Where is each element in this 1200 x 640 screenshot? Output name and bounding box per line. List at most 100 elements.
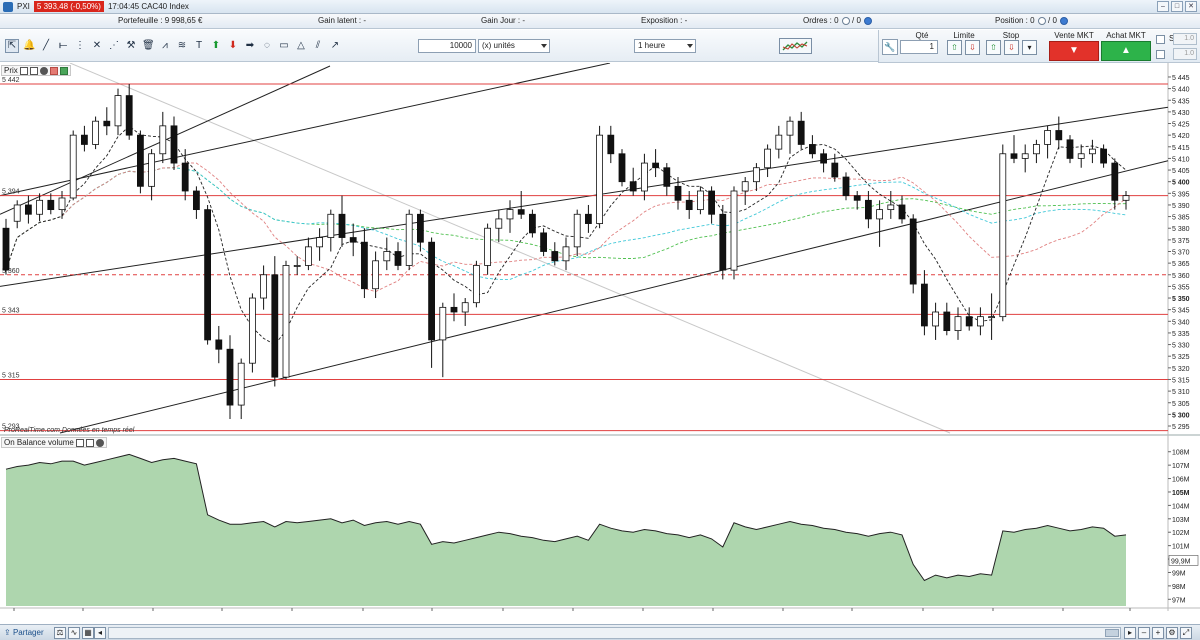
panel-up-icon[interactable]	[59, 66, 68, 75]
candle-down	[809, 144, 816, 155]
level-label: 5 315	[2, 372, 20, 379]
obv-settings-icon[interactable]	[75, 438, 84, 447]
time-instrument-label: 17:04:45 CAC40 Index	[107, 2, 189, 11]
portfolio-summary-bar: Portefeuille : 9 998,65 € Gain latent : …	[0, 14, 1200, 29]
candle-down	[204, 209, 212, 341]
channel-icon[interactable]: ⫽	[315, 40, 321, 51]
zigzag-icon[interactable]: ⩘	[162, 40, 168, 51]
wave-icon[interactable]: ≋	[177, 40, 187, 51]
obv-maximize-icon[interactable]	[85, 438, 94, 447]
candle-up	[327, 213, 335, 238]
trash-icon[interactable]: 🗑	[142, 40, 155, 51]
second-checkbox[interactable]	[1156, 50, 1165, 59]
obv-tick-label: 106M	[1172, 477, 1190, 484]
orders-total: / 0	[852, 16, 861, 25]
fibonacci-icon[interactable]: ✕	[92, 40, 102, 51]
candle-down	[271, 274, 279, 378]
text-icon[interactable]: T	[195, 40, 203, 51]
candle-up	[159, 125, 167, 155]
chart-area[interactable]: 5 442 5 394 5 360 5 343 5 315 5 293 ProRealTim…	[0, 62, 1200, 621]
limit-sell-button[interactable]: ⇩	[965, 40, 980, 55]
candle-down	[853, 195, 861, 201]
bell-icon[interactable]: 🔔	[23, 40, 36, 51]
candle-up	[697, 190, 704, 211]
cursor-icon[interactable]: ⇱	[5, 39, 19, 53]
price-tick-label: 5 360	[1172, 273, 1190, 280]
limit-buy-button[interactable]: ⇧	[947, 40, 962, 55]
panel-add-icon[interactable]	[49, 66, 58, 75]
panel-maximize-icon[interactable]	[29, 66, 38, 75]
candle-down	[1100, 148, 1107, 164]
orders-open-icon[interactable]	[841, 16, 850, 25]
price-tick-label: 5 395	[1172, 191, 1190, 198]
candle-down	[618, 153, 626, 183]
price-tick-label: 5 300	[1172, 412, 1190, 419]
minimize-button[interactable]: –	[1157, 1, 1169, 12]
price-tick-label: 5 315	[1172, 377, 1190, 384]
trend-line-icon[interactable]: ╱	[42, 40, 50, 51]
stop-buy-button[interactable]: ⇧	[986, 40, 1001, 55]
stop-label: Stop	[1002, 31, 1020, 40]
compare-icon[interactable]: ⚖	[54, 627, 66, 639]
share-button[interactable]: ⇪ Partager	[4, 627, 44, 639]
arrow-down-icon[interactable]: ⬇	[228, 40, 238, 51]
period-select-value: 1 heure	[638, 41, 666, 50]
channel-middle-line	[0, 106, 1169, 287]
zoom-in-icon[interactable]: +	[1152, 627, 1164, 639]
obv-close-icon[interactable]	[95, 438, 104, 447]
quantity-input[interactable]: 10000	[418, 39, 476, 53]
close-window-button[interactable]: ✕	[1185, 1, 1197, 12]
candle-down	[652, 162, 659, 169]
rectangle-icon[interactable]: ▭	[279, 40, 289, 51]
scrollbar-thumb[interactable]	[1105, 629, 1119, 637]
candle-up	[730, 190, 738, 271]
sell-market-button[interactable]: ▼	[1049, 41, 1099, 61]
candle-up	[999, 153, 1007, 318]
period-select[interactable]: 1 heure	[634, 39, 696, 53]
orders-detail-icon[interactable]	[864, 16, 873, 25]
buy-market-button[interactable]: ▲	[1101, 41, 1151, 61]
pitchfork-icon[interactable]: ⋰	[109, 40, 119, 51]
panel-settings-icon[interactable]	[19, 66, 28, 75]
wrench-icon[interactable]: 🔧	[882, 39, 898, 55]
vertical-line-icon[interactable]: ⋮	[75, 40, 85, 51]
candle-down	[909, 218, 917, 285]
scroll-left-icon[interactable]: ◂	[94, 627, 106, 639]
arrow-up-icon[interactable]: ⬆	[211, 40, 221, 51]
stop-sell-button[interactable]: ⇩	[1004, 40, 1019, 55]
position-open-icon[interactable]	[1037, 16, 1046, 25]
second-value-field[interactable]: 1.0	[1173, 48, 1197, 60]
qty-input[interactable]: 1	[900, 40, 938, 54]
grid-icon[interactable]: ▦	[82, 627, 94, 639]
time-scrollbar[interactable]	[108, 627, 1121, 639]
zoom-out-icon[interactable]: –	[1138, 627, 1150, 639]
panel-close-icon[interactable]	[39, 66, 48, 75]
position-detail-icon[interactable]	[1060, 16, 1069, 25]
maximize-button[interactable]: □	[1171, 1, 1183, 12]
chart-type-button[interactable]	[779, 38, 812, 54]
hammer-icon[interactable]: ⚒	[126, 40, 136, 51]
horizontal-line-icon[interactable]: ⟝	[58, 40, 68, 51]
s-value-field[interactable]: 1.0	[1173, 33, 1197, 45]
unit-select[interactable]: (x) unités	[478, 39, 550, 53]
s-checkbox[interactable]	[1156, 35, 1165, 44]
arrow-right-icon[interactable]: ➡	[245, 40, 255, 51]
triangle-icon[interactable]: △	[297, 40, 305, 51]
price-panel-bg	[0, 63, 1168, 435]
fullscreen-icon[interactable]: ⤢	[1180, 627, 1192, 639]
candle-down	[103, 120, 111, 127]
obv-panel-header: On Balance volume	[1, 437, 107, 448]
obv-current-label: 99,9M	[1171, 558, 1191, 565]
channel-lower-line	[59, 160, 1169, 434]
indicator-icon[interactable]: ∿	[68, 627, 80, 639]
lasso-icon[interactable]: ◌	[264, 40, 270, 51]
price-chart-svg[interactable]: 5 442 5 394 5 360 5 343 5 315 5 293ProRealTim…	[0, 62, 1200, 621]
symbol-name: PXI	[17, 2, 30, 11]
price-change-badge: 5 393,48 (-0,50%)	[33, 1, 104, 12]
ray-icon[interactable]: ↗	[330, 40, 340, 51]
candle-down	[708, 190, 715, 215]
settings-icon[interactable]: ⚙	[1166, 627, 1178, 639]
scroll-right-icon[interactable]: ▸	[1124, 627, 1136, 639]
price-tick-label: 5 425	[1172, 122, 1190, 129]
stop-options-button[interactable]: ▾	[1022, 40, 1037, 55]
